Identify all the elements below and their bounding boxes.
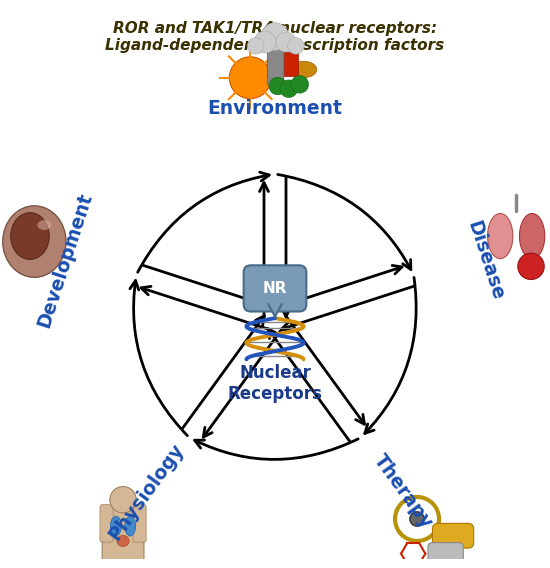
Text: ROR and TAK1/TR4 nuclear receptors:: ROR and TAK1/TR4 nuclear receptors: [113, 21, 437, 36]
Text: Nuclear
Receptors: Nuclear Receptors [228, 364, 322, 403]
Circle shape [288, 37, 304, 54]
Circle shape [291, 76, 309, 93]
Circle shape [410, 512, 424, 526]
Text: Therapy: Therapy [370, 451, 437, 532]
FancyBboxPatch shape [102, 508, 144, 563]
Ellipse shape [37, 220, 51, 230]
FancyBboxPatch shape [432, 523, 474, 548]
Ellipse shape [487, 214, 513, 258]
Text: Disease: Disease [463, 219, 507, 303]
Ellipse shape [290, 61, 317, 78]
Text: Development: Development [35, 191, 96, 331]
FancyBboxPatch shape [267, 48, 284, 85]
Circle shape [276, 32, 296, 52]
FancyBboxPatch shape [428, 542, 463, 563]
Ellipse shape [519, 214, 544, 258]
Text: Physiology: Physiology [105, 440, 188, 544]
Circle shape [248, 37, 264, 54]
Circle shape [110, 487, 136, 513]
Circle shape [254, 31, 276, 53]
Circle shape [229, 57, 271, 99]
Ellipse shape [111, 516, 122, 536]
FancyBboxPatch shape [100, 505, 113, 542]
Ellipse shape [11, 212, 49, 260]
FancyBboxPatch shape [284, 52, 298, 76]
Circle shape [269, 77, 287, 95]
Ellipse shape [125, 516, 136, 536]
Polygon shape [268, 304, 282, 316]
Ellipse shape [3, 206, 66, 277]
Text: Environment: Environment [207, 98, 343, 118]
Circle shape [518, 253, 544, 279]
Ellipse shape [117, 536, 129, 546]
FancyBboxPatch shape [133, 505, 146, 542]
Circle shape [280, 80, 298, 98]
Text: Ligand-dependent transcription factors: Ligand-dependent transcription factors [106, 37, 444, 53]
Circle shape [261, 23, 289, 50]
Text: NR: NR [263, 281, 287, 296]
FancyBboxPatch shape [244, 265, 306, 311]
